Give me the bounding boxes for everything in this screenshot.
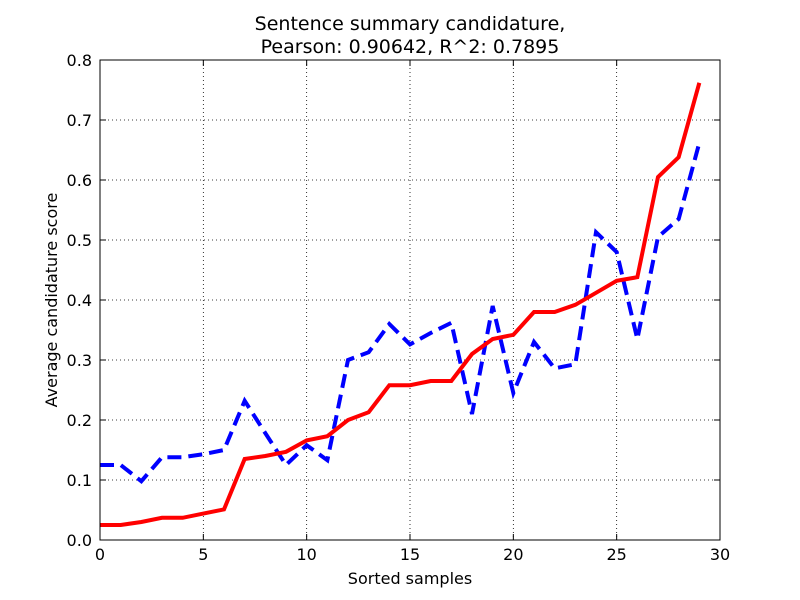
solid-series-line (100, 82, 702, 527)
y-tick-label: 0.5 (67, 231, 92, 250)
y-tick-label: 0.7 (67, 111, 92, 130)
x-tick-label: 0 (95, 545, 105, 564)
x-tick-label: 5 (198, 545, 208, 564)
chart-title-line-1: Sentence summary candidature, (255, 13, 566, 35)
x-axis-label: Sorted samples (348, 569, 472, 588)
y-tick-label: 0.0 (67, 531, 92, 550)
y-tick-label: 0.3 (67, 351, 92, 370)
y-tick-label: 0.6 (67, 171, 92, 190)
tick-labels: 0 5 10 15 20 25 30 0.0 0.1 0.2 0.3 0.4 0.5 0.6 0.7 0.8 (67, 51, 731, 564)
x-tick-label: 25 (606, 545, 626, 564)
axis-ticks (99, 59, 721, 541)
chart-title-line-2: Pearson: 0.90642, R^2: 0.7895 (261, 36, 560, 58)
dashed-series-line (100, 142, 702, 484)
x-tick-label: 10 (296, 545, 316, 564)
y-tick-label: 0.1 (67, 471, 92, 490)
x-tick-label: 15 (400, 545, 420, 564)
x-tick-label: 30 (710, 545, 730, 564)
y-tick-label: 0.4 (67, 291, 92, 310)
grid-lines (99, 59, 721, 541)
y-tick-label: 0.8 (67, 51, 92, 70)
y-tick-label: 0.2 (67, 411, 92, 430)
y-axis-label: Average candidature score (42, 193, 61, 408)
x-tick-label: 20 (503, 545, 523, 564)
series-lines (100, 82, 702, 527)
